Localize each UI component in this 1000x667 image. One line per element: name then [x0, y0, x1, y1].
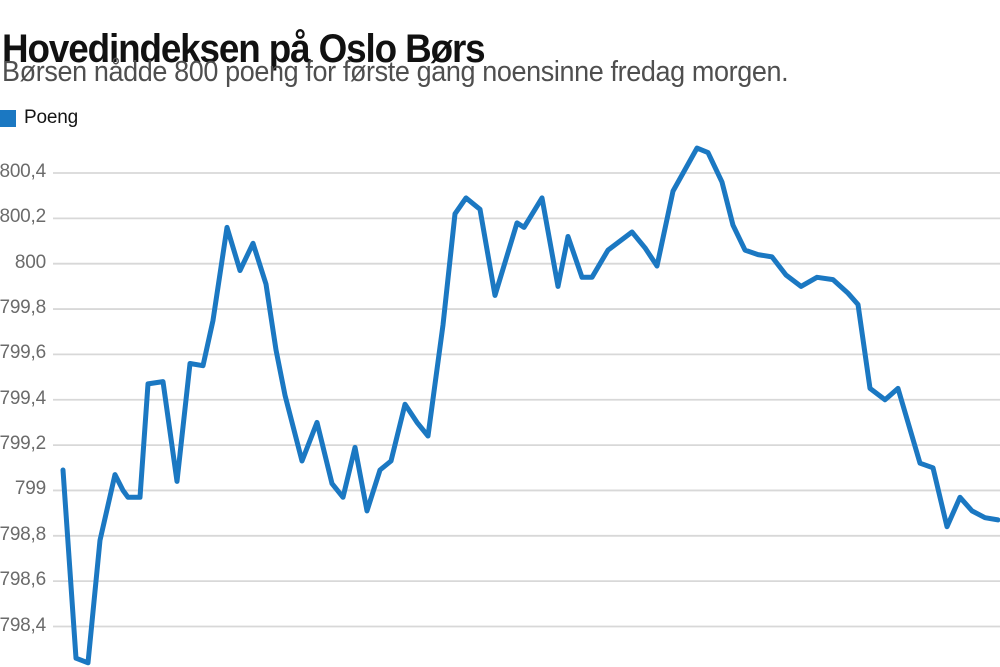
legend-color-swatch-icon [0, 109, 16, 127]
y-axis: 800,4 800,2 800 799,8 799,6 799,4 799,2 799 798,… [0, 0, 46, 667]
y-axis-tick-label: 799,8 [0, 297, 46, 319]
y-axis-tick-label: 799 [14, 478, 46, 500]
y-axis-tick-label: 798,8 [0, 523, 46, 545]
y-axis-tick-label: 800 [14, 251, 46, 273]
y-axis-tick-label: 798,6 [0, 569, 46, 591]
legend-series-label: Poeng [24, 107, 78, 128]
y-axis-tick-label: 800,4 [0, 161, 46, 182]
chart-subtitle: Børsen nådde 800 poeng for første gang n… [2, 56, 789, 88]
legend: Poeng [0, 107, 78, 129]
chart-title: Hovedindeksen på Oslo Børs [2, 26, 486, 71]
y-axis-tick-label: 800,2 [0, 206, 46, 228]
y-axis-tick-label: 799,4 [0, 387, 46, 409]
y-axis-tick-label: 798,4 [0, 614, 46, 636]
y-axis-tick-label: 799,6 [0, 342, 46, 364]
price-line-series [60, 145, 1000, 666]
y-axis-tick-label: 799,2 [0, 433, 46, 455]
